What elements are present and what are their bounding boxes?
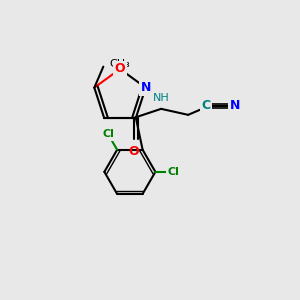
Text: O: O (115, 62, 125, 76)
Text: Cl: Cl (167, 167, 179, 177)
Text: NH: NH (153, 93, 169, 103)
Text: CH₃: CH₃ (109, 59, 130, 69)
Text: Cl: Cl (102, 129, 114, 139)
Text: C: C (202, 99, 211, 112)
Text: O: O (129, 145, 140, 158)
Text: N: N (140, 81, 151, 94)
Text: N: N (230, 99, 240, 112)
